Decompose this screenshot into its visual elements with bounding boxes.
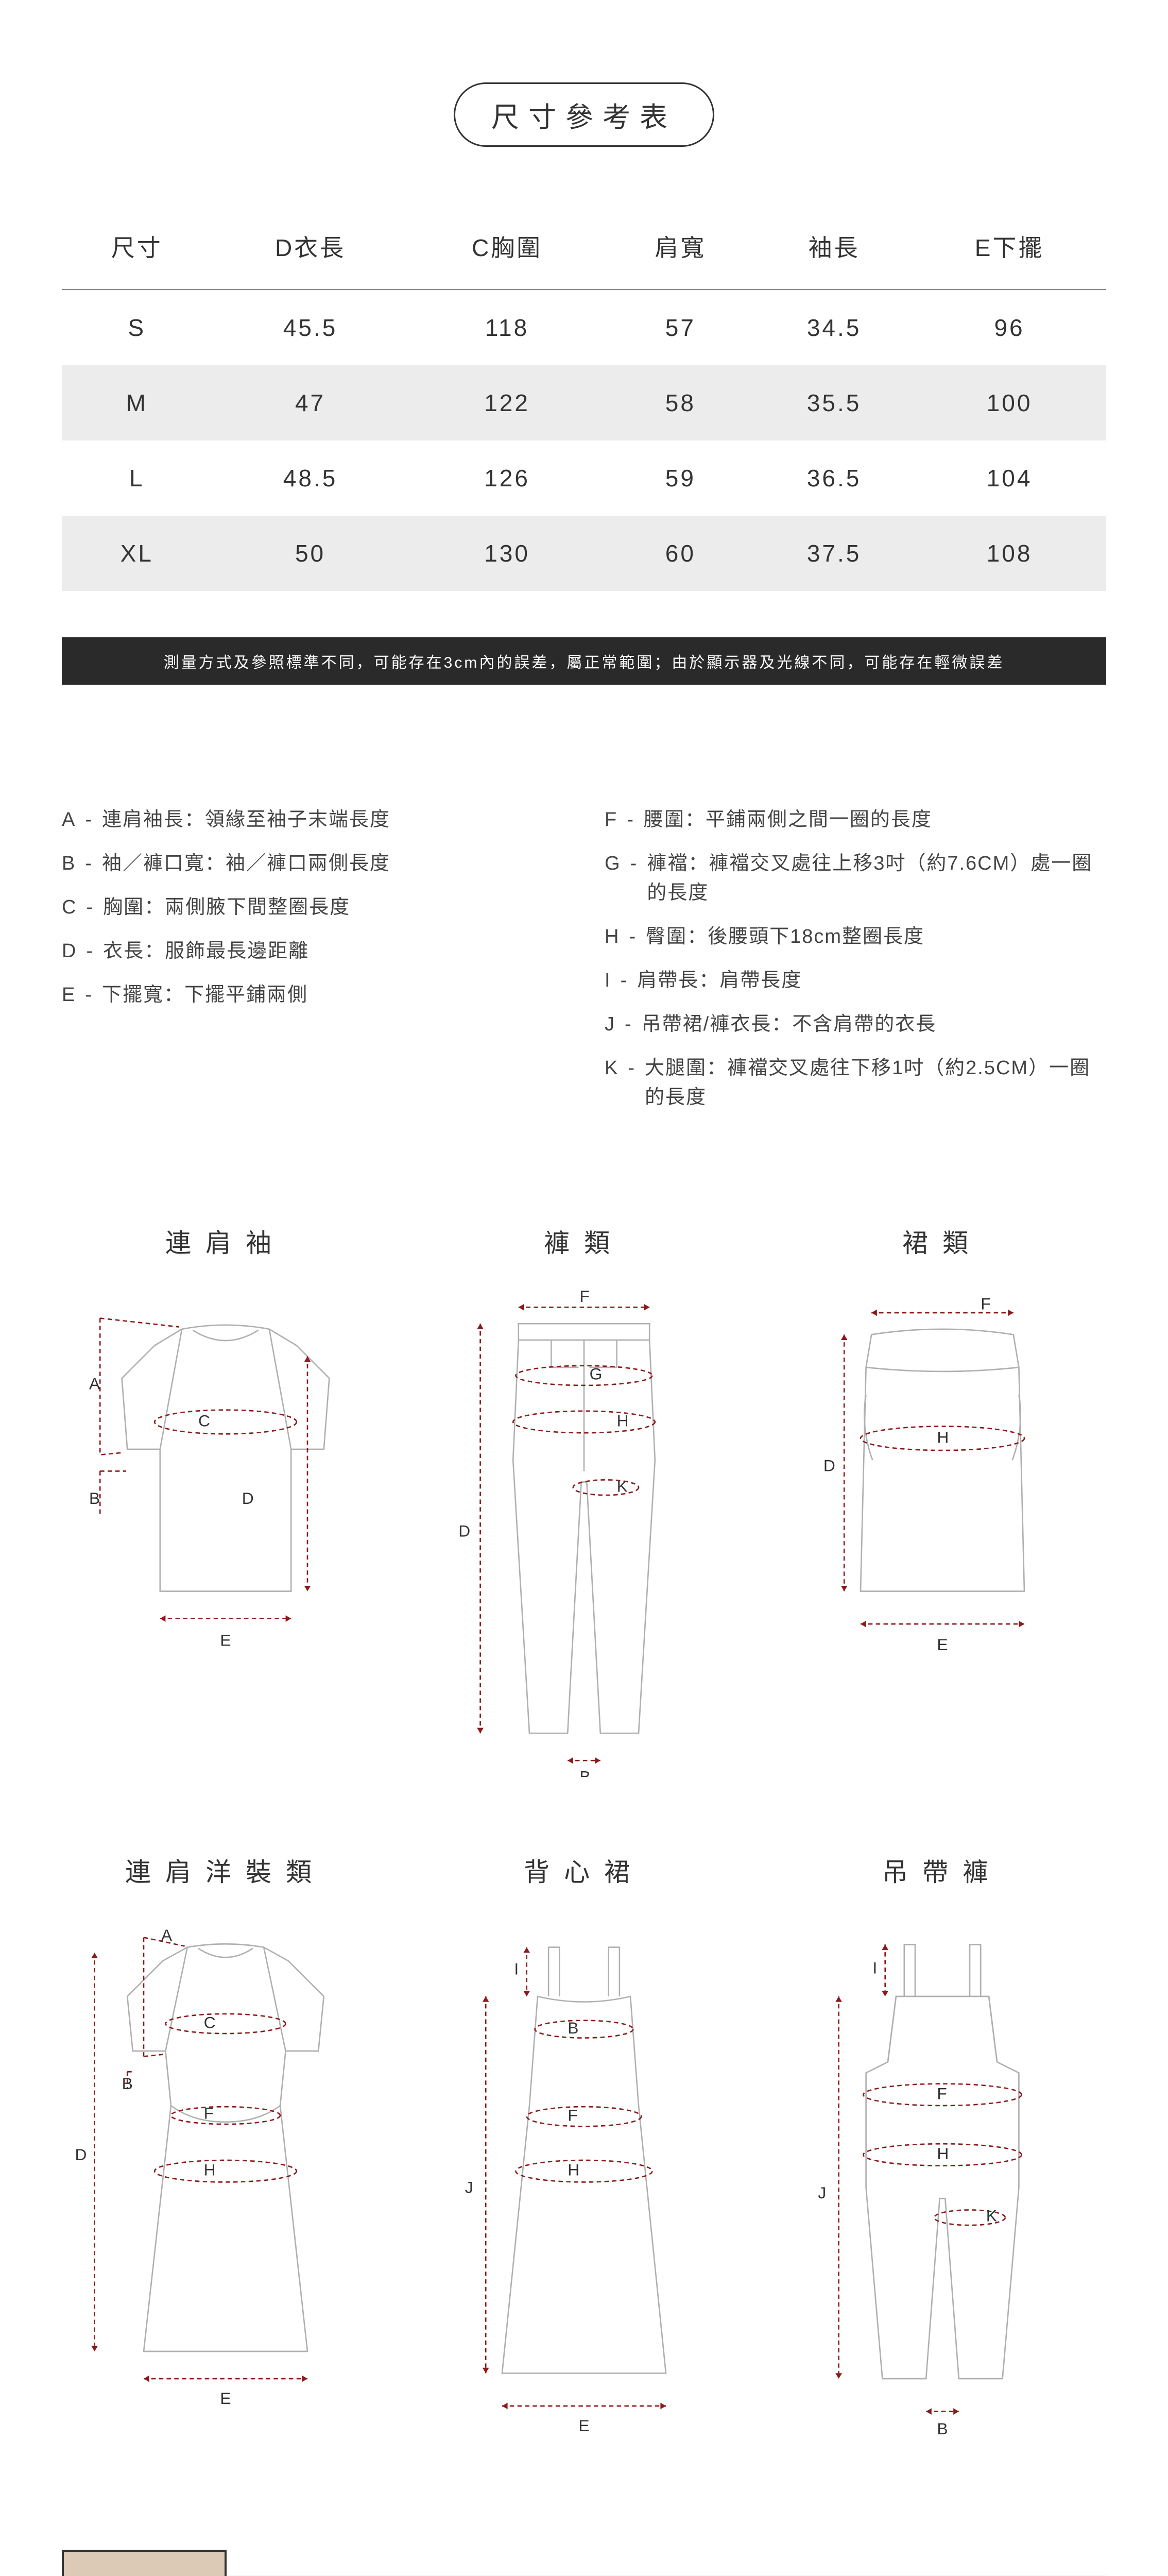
table-row: XL501306037.5108 — [62, 516, 1106, 591]
svg-text:I: I — [514, 1960, 519, 1978]
table-cell: L — [62, 440, 212, 516]
table-cell: 96 — [913, 290, 1106, 365]
svg-text:A: A — [89, 1374, 100, 1393]
svg-text:D: D — [75, 2145, 87, 2164]
svg-text:H: H — [204, 2161, 216, 2179]
svg-text:B: B — [89, 1489, 100, 1507]
glossary-item: E-下擺寬：下擺平鋪兩側 — [62, 973, 563, 1017]
table-cell: S — [62, 290, 212, 365]
glossary: A-連肩袖長：領緣至袖子末端長度B-袖／褲口寬：袖／褲口兩側長度C-胸圍：兩側腋… — [62, 798, 1106, 1120]
table-cell: 130 — [409, 516, 606, 591]
glossary-item: H-臀圍：後腰頭下18cm整圈長度 — [605, 915, 1106, 959]
table-cell: 122 — [409, 365, 606, 440]
svg-text:D: D — [458, 1522, 470, 1540]
table-cell: 45.5 — [212, 290, 409, 365]
size-table-header: 肩寬 — [606, 209, 756, 290]
svg-text:E: E — [937, 1635, 948, 1654]
glossary-item: G-褲襠：褲襠交叉處往上移3吋（約7.6CM）處一圈的長度 — [605, 842, 1106, 915]
table-cell: M — [62, 365, 212, 440]
svg-text:C: C — [198, 1411, 210, 1430]
svg-text:J: J — [465, 2178, 473, 2197]
svg-text:A: A — [161, 1926, 173, 1944]
glossary-item: F-腰圍：平鋪兩側之間一圈的長度 — [605, 798, 1106, 842]
svg-text:E: E — [220, 2389, 231, 2406]
svg-text:F: F — [981, 1295, 990, 1313]
glossary-item: K-大腿圍：褲襠交叉處往下移1吋（約2.5CM）一圈的長度 — [605, 1046, 1106, 1120]
svg-text:H: H — [937, 2144, 949, 2163]
table-cell: 47 — [212, 365, 409, 440]
table-cell: 60 — [606, 516, 756, 591]
svg-text:I: I — [872, 1958, 877, 1977]
svg-text:B: B — [580, 1768, 591, 1777]
page-title-badge: 尺寸參考表 — [454, 82, 714, 147]
glossary-item: I-肩帶長：肩帶長度 — [605, 959, 1106, 1003]
table-cell: 58 — [606, 365, 756, 440]
glossary-item: D-衣長：服飾最長邊距離 — [62, 929, 563, 973]
svg-text:F: F — [937, 2084, 947, 2103]
svg-text:K: K — [986, 2207, 997, 2225]
svg-text:H: H — [937, 1428, 949, 1446]
size-table-header: 尺寸 — [62, 209, 212, 290]
diagram-cami-dress: 背心裙 J I B F H E — [420, 1852, 748, 2442]
size-table-header: D衣長 — [212, 209, 409, 290]
svg-text:B: B — [937, 2419, 948, 2438]
table-cell: 57 — [606, 290, 756, 365]
table-cell: 34.5 — [755, 290, 913, 365]
table-cell: 48.5 — [212, 440, 409, 516]
table-cell: 59 — [606, 440, 756, 516]
svg-text:F: F — [568, 2106, 577, 2125]
glossary-item: B-袖／褲口寬：袖／褲口兩側長度 — [62, 842, 563, 886]
measurement-note: 測量方式及參照標準不同，可能存在3cm內的誤差，屬正常範圍；由於顯示器及光線不同… — [62, 637, 1106, 685]
diagram-pants: 褲類 D F G H K B — [420, 1223, 748, 1780]
svg-text:F: F — [580, 1287, 590, 1306]
diagram-overalls: 吊帶褲 J I F H K B — [779, 1852, 1106, 2442]
glossary-item: C-胸圍：兩側腋下間整圈長度 — [62, 886, 563, 929]
table-cell: 36.5 — [755, 440, 913, 516]
svg-text:E: E — [220, 1631, 231, 1650]
model-avatar: @蹦蹦 — [62, 2550, 227, 2576]
size-table: 尺寸D衣長C胸圍肩寬袖長E下擺 S45.51185734.596M4712258… — [62, 209, 1106, 591]
table-cell: 108 — [913, 516, 1106, 591]
svg-text:K: K — [617, 1477, 628, 1496]
svg-text:C: C — [204, 2013, 216, 2031]
table-cell: 100 — [913, 365, 1106, 440]
diagram-raglan-dress: 連肩洋裝類 D A B C F — [62, 1852, 389, 2442]
diagram-grid: 連肩袖 A B C D E — [62, 1223, 1106, 2442]
table-cell: 37.5 — [755, 516, 913, 591]
table-cell: 118 — [409, 290, 606, 365]
size-table-header: C胸圍 — [409, 209, 606, 290]
svg-text:F: F — [204, 2104, 214, 2122]
table-cell: XL — [62, 516, 212, 591]
svg-text:D: D — [242, 1489, 254, 1507]
table-cell: 50 — [212, 516, 409, 591]
svg-text:J: J — [818, 2183, 826, 2202]
diagram-skirt: 裙類 D F H E — [779, 1223, 1106, 1780]
size-table-header: E下擺 — [913, 209, 1106, 290]
svg-text:B: B — [122, 2074, 133, 2093]
glossary-item: J-吊帶裙/褲衣長：不含肩帶的衣長 — [605, 1003, 1106, 1046]
table-cell: 35.5 — [755, 365, 913, 440]
size-table-header: 袖長 — [755, 209, 913, 290]
table-cell: 104 — [913, 440, 1106, 516]
svg-text:G: G — [590, 1364, 603, 1383]
diagram-raglan-top: 連肩袖 A B C D E — [62, 1223, 389, 1780]
svg-text:D: D — [823, 1456, 835, 1475]
glossary-item: A-連肩袖長：領緣至袖子末端長度 — [62, 798, 563, 842]
svg-text:H: H — [617, 1411, 629, 1430]
table-row: S45.51185734.596 — [62, 290, 1106, 365]
table-row: M471225835.5100 — [62, 365, 1106, 440]
svg-text:B: B — [568, 2019, 578, 2037]
table-cell: 126 — [409, 440, 606, 516]
svg-text:H: H — [568, 2161, 579, 2179]
table-row: L48.51265936.5104 — [62, 440, 1106, 516]
svg-text:E: E — [578, 2416, 589, 2435]
